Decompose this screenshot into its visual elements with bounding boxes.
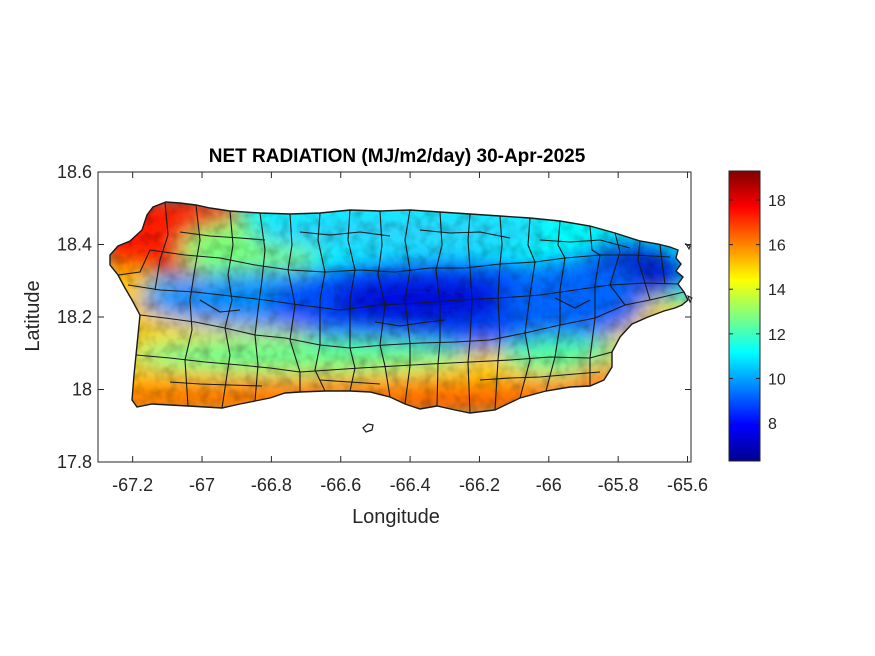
x-tick-label: -67 bbox=[189, 475, 215, 495]
colorbar-tick-label: 16 bbox=[768, 238, 786, 255]
x-tick-label: -65.8 bbox=[598, 475, 639, 495]
colorbar-tick-label: 14 bbox=[768, 282, 786, 299]
x-tick-label: -66 bbox=[536, 475, 562, 495]
colorbar-tick-label: 10 bbox=[768, 371, 786, 388]
x-axis-label: Longitude bbox=[352, 506, 440, 528]
x-tick-label: -65.6 bbox=[667, 475, 708, 495]
y-tick-label: 18.4 bbox=[57, 235, 92, 255]
y-axis: 17.8 18 18.2 18.4 18.6 bbox=[57, 162, 691, 472]
x-tick-label: -66.2 bbox=[459, 475, 500, 495]
colorbar-tick-label: 12 bbox=[768, 327, 786, 344]
y-tick-label: 18.6 bbox=[57, 162, 92, 182]
y-tick-label: 17.8 bbox=[57, 452, 92, 472]
colorbar-tick-label: 18 bbox=[768, 193, 786, 210]
x-tick-label: -66.4 bbox=[390, 475, 431, 495]
colorbar-tick-label: 8 bbox=[768, 416, 777, 433]
municipality-boundaries bbox=[117, 201, 685, 414]
colorbar: 8 10 12 14 16 18 bbox=[728, 170, 786, 462]
colorbar-gradient bbox=[728, 170, 761, 462]
y-tick-label: 18.2 bbox=[57, 307, 92, 327]
small-island bbox=[362, 423, 374, 433]
y-axis-label: Latitude bbox=[22, 280, 44, 351]
x-tick-label: -67.2 bbox=[112, 475, 153, 495]
chart-title: NET RADIATION (MJ/m2/day) 30-Apr-2025 bbox=[209, 146, 586, 167]
x-tick-label: -66.6 bbox=[320, 475, 361, 495]
y-tick-label: 18 bbox=[72, 380, 92, 400]
x-axis: -67.2 -67 -66.8 -66.6 -66.4 -66.2 -66 -65.8 -65.… bbox=[112, 172, 708, 495]
x-tick-label: -66.8 bbox=[251, 475, 292, 495]
